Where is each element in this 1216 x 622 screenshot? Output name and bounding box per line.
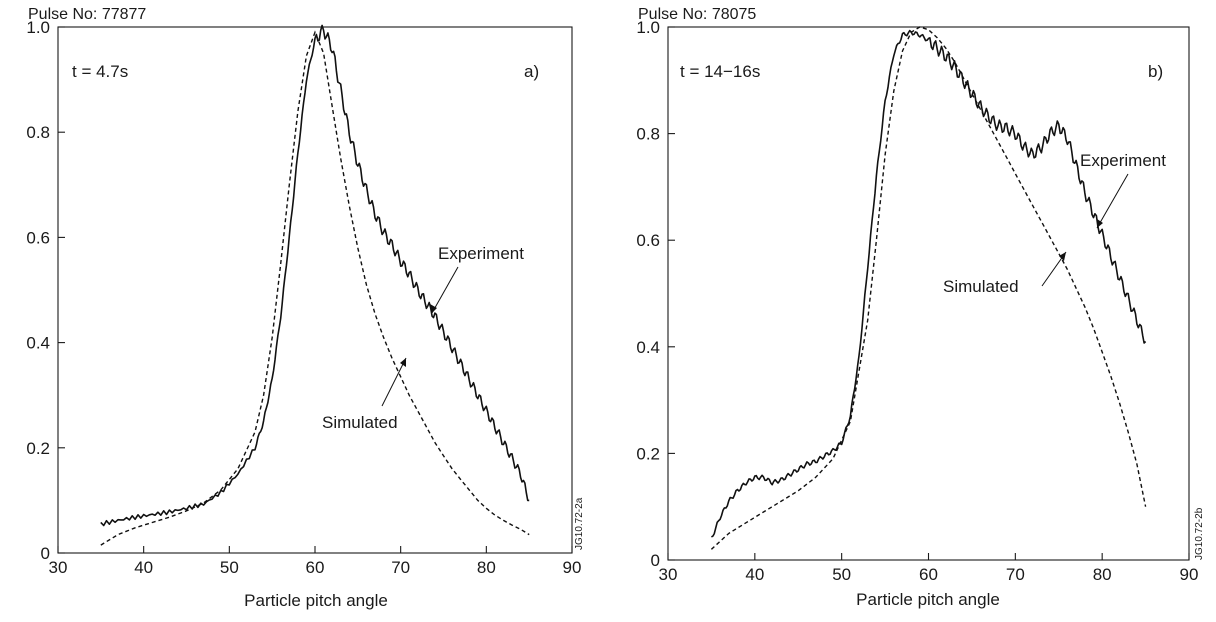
experiment-arrow-b xyxy=(1096,173,1129,229)
x-tick-label-b-80: 80 xyxy=(1093,565,1112,584)
series-b xyxy=(710,26,1147,550)
experiment-arrowhead-b xyxy=(1097,219,1103,228)
simulated-arrowhead-b xyxy=(1059,252,1066,261)
simulated-annotation-a: Simulated xyxy=(322,413,398,432)
x-tick-label-b-70: 70 xyxy=(1006,565,1025,584)
simulated-annotation-b: Simulated xyxy=(943,277,1019,296)
x-tick-label-b-90: 90 xyxy=(1180,565,1199,584)
code-label-b: JG10.72-2b xyxy=(1194,507,1205,560)
y-tick-label-a-1: 0.2 xyxy=(26,439,50,458)
x-tick-label-a-70: 70 xyxy=(391,558,410,577)
panel-label-a: a) xyxy=(524,62,539,81)
experiment-annotation-b: Experiment xyxy=(1080,151,1166,170)
x-axis-title-a: Particle pitch angle xyxy=(244,591,388,610)
ticks-a: 30 40 50 60 70 80 90 0 0.2 0.4 0.6 0.8 1.0 xyxy=(26,18,581,577)
x-tick-label-a-90: 90 xyxy=(563,558,582,577)
code-label-a: JG10.72-2a xyxy=(574,497,585,550)
x-tick-label-b-30: 30 xyxy=(659,565,678,584)
x-tick-label-b-50: 50 xyxy=(832,565,851,584)
panel-label-b: b) xyxy=(1148,62,1163,81)
x-tick-label-b-40: 40 xyxy=(745,565,764,584)
x-tick-label-a-80: 80 xyxy=(477,558,496,577)
simulated-line-a xyxy=(100,30,530,546)
x-tick-label-b-60: 60 xyxy=(919,565,938,584)
y-tick-label-b-3: 0.6 xyxy=(636,231,660,250)
experiment-annotation-a: Experiment xyxy=(438,244,524,263)
panel-b: Pulse No: 78075 30 40 50 60 70 80 90 0 0.2 0.4 0.6… xyxy=(636,6,1205,609)
time-label-b: t = 14−16s xyxy=(680,62,760,81)
x-tick-label-a-40: 40 xyxy=(134,558,153,577)
pulse-label-b: Pulse No: 78075 xyxy=(638,6,756,23)
x-tick-label-a-50: 50 xyxy=(220,558,239,577)
plot-frame-b xyxy=(667,26,1190,561)
y-tick-label-a-3: 0.6 xyxy=(26,228,50,247)
experiment-line-a xyxy=(100,24,530,527)
y-tick-label-a-5: 1.0 xyxy=(26,18,50,37)
y-tick-label-b-5: 1.0 xyxy=(636,18,660,37)
x-axis-title-b: Particle pitch angle xyxy=(856,590,1000,609)
y-tick-label-b-2: 0.4 xyxy=(636,338,660,357)
experiment-line-b xyxy=(711,29,1147,538)
y-tick-label-b-4: 0.8 xyxy=(636,125,660,144)
y-tick-label-b-0: 0 xyxy=(651,551,660,570)
series-a xyxy=(100,24,530,546)
x-tick-label-a-60: 60 xyxy=(306,558,325,577)
x-tick-label-a-30: 30 xyxy=(49,558,68,577)
ticks-b: 30 40 50 60 70 80 90 0 0.2 0.4 0.6 0.8 1.0 xyxy=(636,18,1198,584)
panel-a: Pulse No: 77877 30 40 50 60 70 80 90 0 0.2 0.4 0.6… xyxy=(26,6,585,610)
experiment-arrowhead-a xyxy=(430,304,437,313)
y-tick-label-a-2: 0.4 xyxy=(26,334,50,353)
pulse-label-a: Pulse No: 77877 xyxy=(28,6,146,23)
plot-frame-a xyxy=(57,26,573,554)
simulated-arrowhead-a xyxy=(400,358,406,367)
y-tick-label-a-0: 0 xyxy=(41,544,50,563)
y-tick-label-a-4: 0.8 xyxy=(26,123,50,142)
experiment-arrow-a xyxy=(431,266,459,314)
simulated-line-b xyxy=(710,26,1147,550)
y-tick-label-b-1: 0.2 xyxy=(636,444,660,463)
simulated-arrow-a xyxy=(381,357,407,407)
time-label-a: t = 4.7s xyxy=(72,62,128,81)
